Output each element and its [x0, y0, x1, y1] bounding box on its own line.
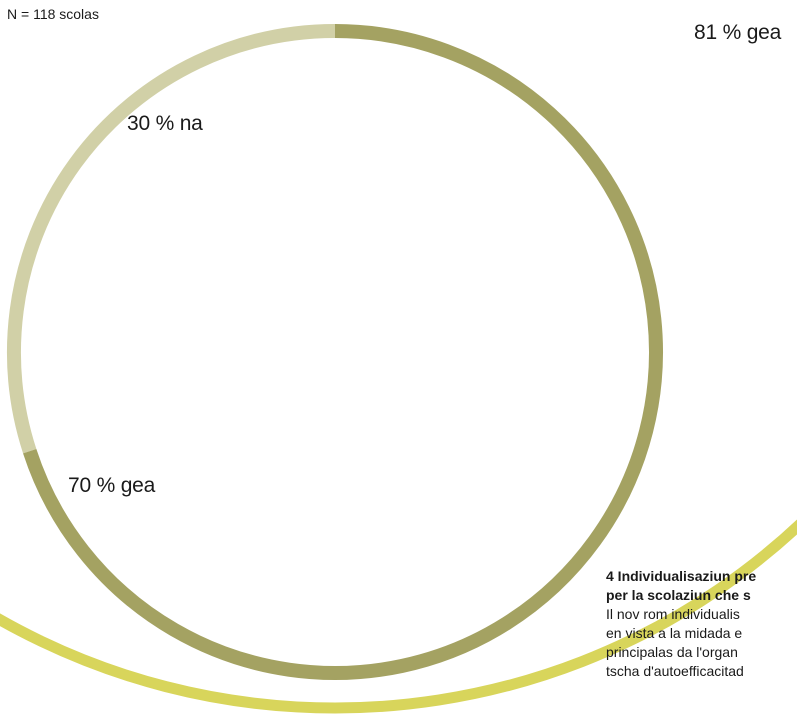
figure-caption: 4 Individualisaziun pre per la scolaziun… [606, 567, 797, 681]
caption-body-line: Il nov rom individualis [606, 606, 740, 622]
slice-label-yes: 70 % gea [68, 474, 156, 497]
caption-body: Il nov rom individualis en vista a la mi… [606, 605, 797, 681]
caption-body-line: en vista a la midada e [606, 625, 743, 641]
sample-size-note: N = 118 scolas [7, 6, 99, 22]
caption-title-line: 4 Individualisaziun pre [606, 568, 757, 584]
slice-label-big-yes: 81 % gea [694, 21, 782, 44]
caption-body-line: tscha d'autoefficacitad [606, 663, 744, 679]
small-ring-slice-na [7, 24, 336, 454]
caption-title-line: per la scolaziun che s [606, 587, 751, 603]
caption-title: 4 Individualisaziun pre per la scolaziun… [606, 567, 797, 605]
caption-body-line: principalas da l'organ [606, 644, 738, 660]
small-ring [7, 24, 663, 680]
small-ring-slice-yes [23, 24, 663, 680]
slice-label-na: 30 % na [127, 112, 203, 135]
